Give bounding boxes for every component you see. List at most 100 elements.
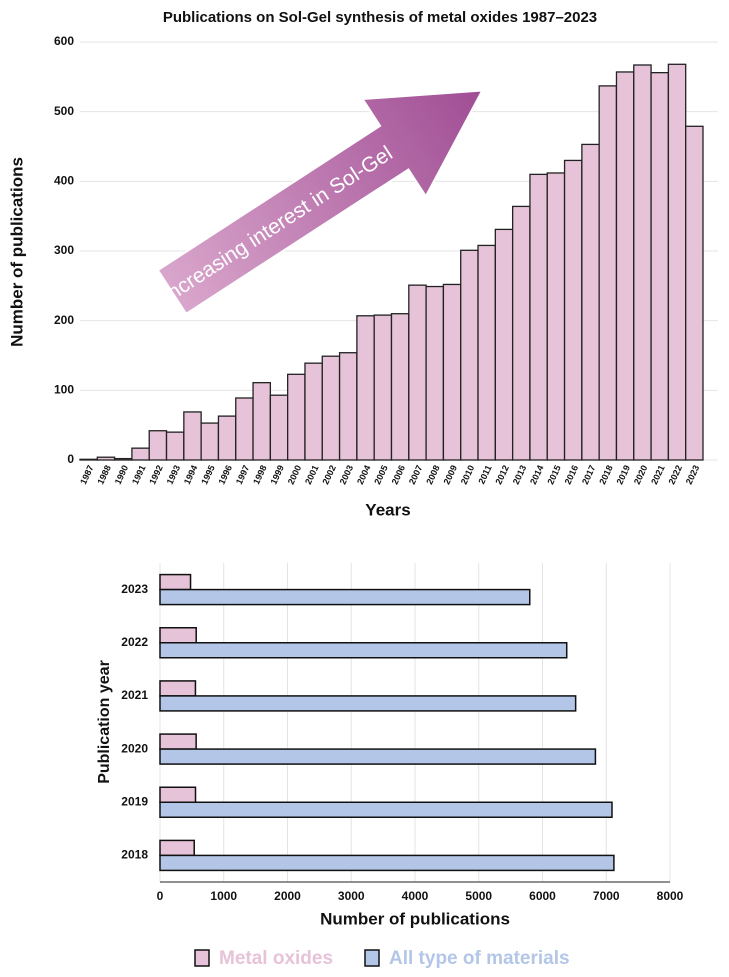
bar <box>131 447 150 461</box>
x-tick-label: 2016 <box>563 464 581 486</box>
bar <box>650 72 670 461</box>
legend-label: All type of materials <box>389 948 570 969</box>
bar <box>287 373 306 461</box>
x-tick-label: 2011 <box>476 464 493 486</box>
bar <box>252 382 272 461</box>
x-tick-label: 2000 <box>286 464 304 486</box>
bar <box>159 786 197 803</box>
x-tick-label: 2021 <box>649 464 667 486</box>
y-tick-label: 2022 <box>121 635 148 649</box>
bar <box>159 839 195 857</box>
x-tick-label: 1992 <box>147 464 165 486</box>
x-tick-label: 2001 <box>303 464 321 486</box>
x-tick-label: 1988 <box>95 464 113 486</box>
bar <box>356 315 375 461</box>
bar <box>581 143 600 461</box>
bar <box>685 125 704 461</box>
x-tick-label: 2010 <box>459 464 477 486</box>
bar <box>442 283 462 461</box>
x-tick-label: 2014 <box>528 464 546 486</box>
bar <box>159 854 615 872</box>
bar <box>477 244 496 461</box>
bar <box>511 205 531 461</box>
x-tick-label: 2009 <box>442 464 460 486</box>
x-tick-label: 2003 <box>338 464 356 486</box>
y-tick-label: 2021 <box>121 688 148 702</box>
y-tick-label: 2019 <box>121 794 148 808</box>
bar <box>338 352 358 461</box>
annotation-text: Increasing interest in Sol-Gel <box>158 142 397 308</box>
bar <box>200 422 220 461</box>
y-axis-title: Number of publications <box>7 157 26 347</box>
y-tick-label: 300 <box>54 243 74 257</box>
x-tick-label: 2004 <box>355 464 373 486</box>
y-tick-label: 100 <box>54 383 74 397</box>
x-tick-label: 2005 <box>372 464 390 486</box>
bar <box>269 394 289 461</box>
x-tick-label: 2008 <box>424 464 442 486</box>
x-tick-label: 2000 <box>274 889 301 903</box>
bar <box>159 801 613 818</box>
bar <box>633 64 652 461</box>
x-tick-label: 1994 <box>182 464 200 486</box>
bar <box>159 748 597 765</box>
x-tick-label: 1997 <box>234 464 252 486</box>
x-tick-label: 1990 <box>113 464 131 486</box>
y-tick-label: 2018 <box>121 848 148 862</box>
x-tick-label: 1995 <box>199 464 217 486</box>
y-tick-label: 500 <box>54 104 74 118</box>
bar <box>235 397 254 461</box>
x-tick-label: 7000 <box>593 889 620 903</box>
y-tick-label: 2020 <box>121 741 148 755</box>
x-tick-label: 2022 <box>666 464 684 486</box>
x-tick-label: 2023 <box>684 464 702 486</box>
y-tick-label: 600 <box>54 34 74 48</box>
bar <box>183 411 202 461</box>
x-tick-label: 5000 <box>465 889 492 903</box>
x-tick-label: 0 <box>157 889 164 903</box>
x-tick-label: 3000 <box>338 889 365 903</box>
bar <box>148 430 168 461</box>
bar <box>159 642 568 659</box>
x-tick-label: 2015 <box>545 464 563 486</box>
x-tick-label: 1998 <box>251 464 269 486</box>
bar <box>563 159 583 461</box>
bar <box>159 733 197 750</box>
bar <box>159 627 197 644</box>
bar <box>598 85 618 461</box>
y-tick-label: 400 <box>54 174 74 188</box>
x-axis-title: Number of publications <box>320 909 510 928</box>
y-axis-title: Publication year <box>96 660 113 784</box>
arrow-shape <box>156 89 485 316</box>
x-tick-label: 1991 <box>130 464 148 486</box>
bar <box>615 71 635 461</box>
x-tick-label: 1000 <box>210 889 237 903</box>
bar <box>217 415 237 461</box>
x-tick-label: 2017 <box>580 464 598 486</box>
x-tick-label: 4000 <box>402 889 429 903</box>
x-tick-label: 1987 <box>78 464 96 486</box>
bar <box>304 362 323 461</box>
y-tick-label: 200 <box>54 313 74 327</box>
x-tick-label: 1999 <box>268 464 286 486</box>
bar <box>390 313 410 461</box>
x-tick-label: 2012 <box>493 464 511 486</box>
x-tick-label: 2013 <box>511 464 529 486</box>
bar <box>159 680 197 697</box>
bar <box>494 228 514 461</box>
legend-swatch <box>364 949 380 967</box>
x-tick-label: 1993 <box>165 464 183 486</box>
bar <box>425 285 445 461</box>
legend-label: Metal oxides <box>219 948 333 969</box>
x-tick-label: 6000 <box>529 889 556 903</box>
bar <box>460 249 479 461</box>
x-axis-title: Years <box>365 500 410 519</box>
bar <box>546 172 566 461</box>
x-tick-label: 2007 <box>407 464 425 486</box>
bar <box>159 573 192 591</box>
bar <box>321 355 341 461</box>
x-tick-label: 2002 <box>320 464 338 486</box>
bar <box>159 588 531 606</box>
x-tick-label: 1996 <box>217 464 235 486</box>
